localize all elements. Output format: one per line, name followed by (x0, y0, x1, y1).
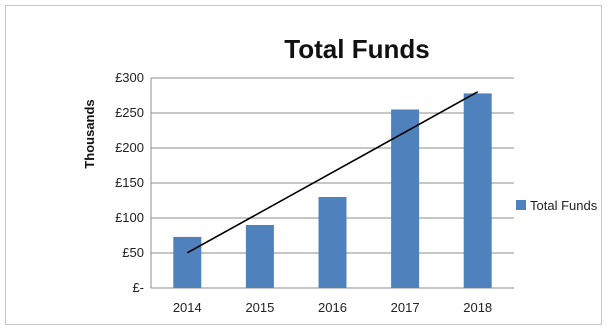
chart-svg: Total Funds Thousands £-£50£100£150£200£… (82, 34, 598, 315)
x-tick-label: 2015 (245, 300, 274, 315)
chart-area: Total Funds Thousands £- £50 £100 £150 £200 £… (5, 5, 602, 325)
y-tick-label: £250 (115, 105, 144, 120)
legend-entry-total-funds: Total Funds (530, 198, 598, 213)
y-tick-label: £- (132, 280, 144, 295)
bar-2018 (463, 93, 492, 289)
chart-title: Total Funds (284, 34, 429, 64)
y-tick-label: £100 (115, 210, 144, 225)
bar-2014 (173, 236, 202, 288)
x-tick-label: 2018 (463, 300, 492, 315)
bar-2017 (391, 109, 420, 288)
x-tick-label: 2017 (391, 300, 420, 315)
trendline (186, 91, 479, 254)
x-tick-labels: 2014 2015 2016 2017 2018 (173, 300, 492, 315)
y-tick-label: £300 (115, 70, 144, 85)
trendline-line (186, 91, 479, 254)
y-tick-label: £50 (122, 245, 144, 260)
x-tick-label: 2014 (173, 300, 202, 315)
bar-2015 (245, 225, 274, 288)
bars (173, 93, 492, 289)
x-tick-label: 2016 (318, 300, 347, 315)
y-tick-labels: £- £50 £100 £150 £200 £250 £300 (115, 70, 144, 295)
legend-swatch (516, 200, 526, 210)
y-tick-label: £150 (115, 175, 144, 190)
y-axis-label: Thousands (82, 99, 97, 168)
y-tick-label: £200 (115, 140, 144, 155)
legend: Total Funds (516, 198, 598, 213)
bar-2016 (318, 197, 347, 288)
